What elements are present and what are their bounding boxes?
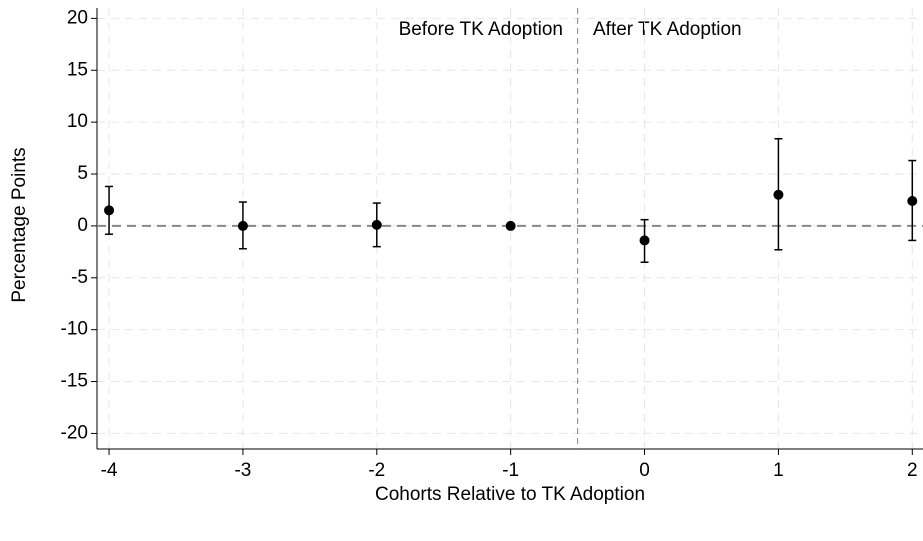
point — [237, 220, 248, 231]
annotation: After TK Adoption — [593, 19, 742, 40]
y-tick-label: -15 — [61, 371, 88, 392]
y-tick-label: -10 — [61, 319, 88, 340]
y-tick-label: 20 — [67, 7, 88, 28]
x-tick-label: 1 — [773, 460, 784, 481]
point — [907, 196, 918, 207]
point — [104, 205, 115, 216]
x-tick-label: 0 — [639, 460, 650, 481]
x-tick-label: -4 — [101, 460, 118, 481]
y-tick-label: 5 — [77, 163, 88, 184]
point — [639, 235, 650, 246]
x-tick-label: -1 — [502, 460, 519, 481]
y-tick-label: 10 — [67, 111, 88, 132]
x-tick-label: -2 — [368, 460, 385, 481]
point — [773, 189, 784, 200]
y-axis-label: Percentage Points — [9, 147, 30, 302]
annotation: Before TK Adoption — [399, 19, 563, 40]
point — [371, 219, 382, 230]
y-tick-label: -5 — [71, 267, 88, 288]
y-tick-label: 15 — [67, 59, 88, 80]
x-tick-label: -3 — [234, 460, 251, 481]
x-tick-label: 2 — [907, 460, 918, 481]
point — [505, 220, 516, 231]
y-tick-label: 0 — [77, 215, 88, 236]
y-tick-label: -20 — [61, 422, 88, 443]
x-axis-label: Cohorts Relative to TK Adoption — [375, 484, 645, 505]
